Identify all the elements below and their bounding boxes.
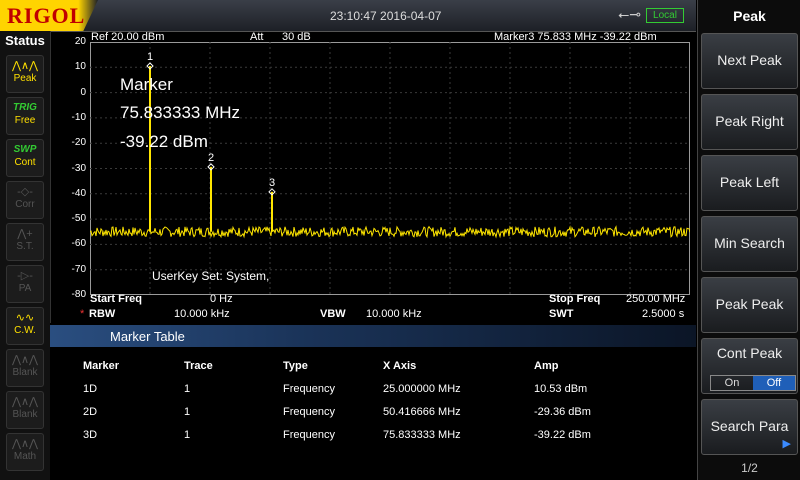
status-panel: Status ⋀∧⋀ Peak TRIG Free SWP Cont -◇- C… (0, 31, 51, 480)
marker-amp: -39.22 dBm (120, 132, 208, 151)
peak-peak-button[interactable]: Peak Peak (701, 277, 798, 333)
y-tick-label: -10 (71, 111, 86, 123)
marker-label: 3 (269, 177, 275, 189)
st-icon: ⋀+ (17, 228, 33, 240)
menu-title: Peak (733, 8, 766, 24)
y-tick-label: -50 (71, 213, 86, 225)
y-tick-label: 0 (80, 86, 86, 98)
y-tick-label: -60 (71, 238, 86, 250)
softkey-menu: Peak Next Peak Peak Right Peak Left Min … (697, 0, 800, 480)
marker-table-header: Marker Table (50, 325, 696, 347)
date-time: 23:10:47 2016-04-07 (330, 9, 442, 23)
marker-point[interactable] (146, 62, 154, 70)
rigol-logo: RIGOL (0, 0, 98, 31)
min-search-button[interactable]: Min Search (701, 216, 798, 272)
col-trace: Trace (184, 360, 213, 372)
usb-icon: ⭠⊸ (618, 6, 641, 22)
y-tick-label: -30 (71, 162, 86, 174)
pa-icon: -▷- (17, 270, 33, 282)
title-bar: RIGOL 23:10:47 2016-04-07 ⭠⊸ Local (0, 0, 696, 32)
status-cw[interactable]: ∿∿ C.W. (6, 307, 44, 345)
col-xaxis: X Axis (383, 360, 417, 372)
vbw-value: 10.000 kHz (366, 308, 422, 320)
marker-freq: 75.833333 MHz (120, 103, 241, 122)
att-value: 30 dB (282, 31, 311, 43)
y-tick-label: -80 (71, 289, 86, 300)
y-tick-label: -70 (71, 263, 86, 275)
trig-icon: TRIG (13, 102, 37, 113)
blank-icon: ⋀∧⋀ (11, 396, 39, 408)
stop-freq-label: Stop Freq (549, 293, 601, 305)
rbw-label: RBW (89, 308, 116, 320)
status-st[interactable]: ⋀+ S.T. (6, 223, 44, 261)
cont-peak-button[interactable]: Cont Peak On Off (701, 338, 798, 394)
menu-page-indicator: 1/2 (741, 461, 758, 475)
spectrum-display: 20 10 0 -10 -20 -30 -40 -50 -60 -70 -80 1 2 3 Ref 20… (50, 31, 696, 321)
userkey-set: UserKey Set: System, (152, 269, 270, 283)
y-tick-label: 10 (74, 61, 86, 73)
status-title: Status (5, 33, 45, 48)
vbw-label: VBW (320, 308, 346, 320)
status-trig[interactable]: TRIG Free (6, 97, 44, 135)
math-icon: ⋀∧⋀ (11, 438, 39, 450)
marker-label: 2 (208, 152, 214, 164)
col-marker: Marker (83, 360, 120, 372)
swt-label: SWT (549, 308, 574, 320)
peak-left-button[interactable]: Peak Left (701, 155, 798, 211)
status-math[interactable]: ⋀∧⋀ Math (6, 433, 44, 471)
stop-freq-value: 250.00 MHz (626, 293, 686, 305)
start-freq-value: 0 Hz (210, 293, 233, 305)
peak-icon: ⋀∧⋀ (11, 60, 39, 72)
col-type: Type (283, 360, 308, 372)
submenu-arrow-icon: ▶ (782, 438, 791, 450)
spectrum-plot[interactable]: 1 2 3 (90, 42, 690, 295)
toggle-on[interactable]: On (724, 377, 740, 389)
search-para-button[interactable]: Search Para ▶ (701, 399, 798, 455)
marker-point[interactable] (268, 188, 276, 196)
swt-value: 2.5000 s (642, 308, 685, 320)
cw-icon: ∿∿ (15, 312, 35, 324)
status-corr[interactable]: -◇- Corr (6, 181, 44, 219)
start-freq-label: Start Freq (90, 293, 142, 305)
rbw-value: 10.000 kHz (174, 308, 230, 320)
status-pa[interactable]: -▷- PA (6, 265, 44, 303)
blank-icon: ⋀∧⋀ (11, 354, 39, 366)
status-swp[interactable]: SWP Cont (6, 139, 44, 177)
ref-level: Ref 20.00 dBm (91, 31, 165, 43)
status-blank-2[interactable]: ⋀∧⋀ Blank (6, 391, 44, 429)
att-label: Att (250, 31, 264, 43)
marker-table: Marker Table Marker Trace Type X Axis Am… (50, 323, 696, 480)
cont-peak-toggle[interactable]: On Off (710, 375, 796, 391)
rbw-asterisk: * (80, 308, 85, 320)
col-amp: Amp (534, 360, 559, 372)
marker-readout: Marker3 75.833 MHz -39.22 dBm (494, 31, 657, 43)
marker-point[interactable] (207, 163, 215, 171)
toggle-off[interactable]: Off (753, 376, 795, 390)
status-blank-1[interactable]: ⋀∧⋀ Blank (6, 349, 44, 387)
marker-label: 1 (147, 51, 153, 63)
y-tick-label: -40 (71, 187, 86, 199)
local-badge[interactable]: Local (646, 8, 684, 23)
swp-icon: SWP (13, 144, 37, 155)
marker-title: Marker (120, 75, 173, 94)
y-tick-label: -20 (71, 137, 86, 149)
trace-line (90, 225, 690, 239)
next-peak-button[interactable]: Next Peak (701, 33, 798, 89)
y-tick-label: 20 (74, 36, 86, 47)
status-peak[interactable]: ⋀∧⋀ Peak (6, 55, 44, 93)
corr-icon: -◇- (17, 186, 33, 198)
peak-right-button[interactable]: Peak Right (701, 94, 798, 150)
